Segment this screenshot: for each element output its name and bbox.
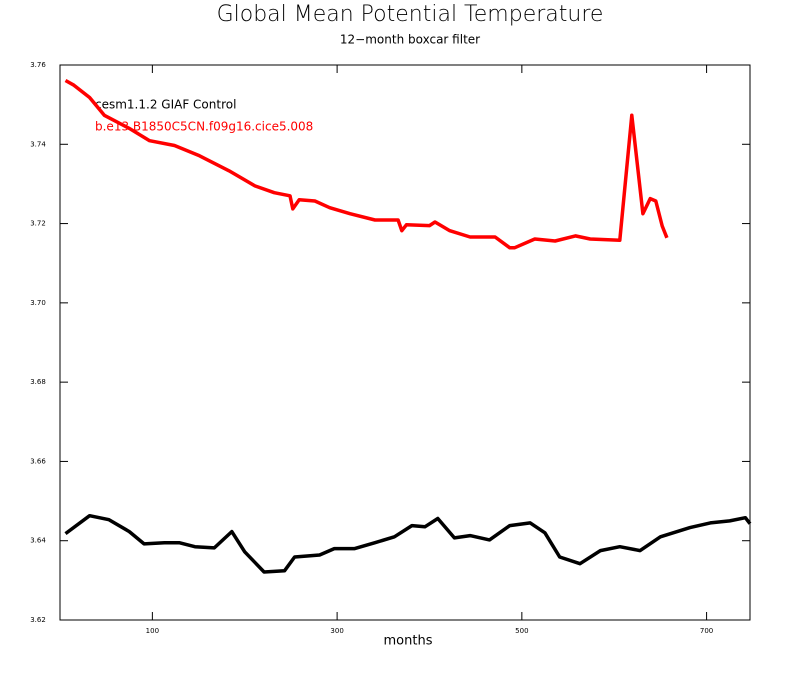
y-tick-label: 3.68 (30, 378, 46, 386)
y-tick-label: 3.66 (30, 457, 46, 465)
y-tick-label: 3.74 (30, 140, 46, 148)
legend-entry: cesm1.1.2 GIAF Control (95, 98, 236, 112)
y-tick-label: 3.76 (30, 61, 46, 69)
plot-frame (59, 64, 751, 621)
chart-subtitle: 12−month boxcar filter (340, 33, 480, 47)
y-tick-label: 3.70 (30, 299, 46, 307)
x-tick-label: 300 (330, 627, 343, 635)
x-tick-label: 100 (146, 627, 159, 635)
y-tick-label: 3.62 (30, 616, 46, 624)
x-tick-label: 500 (515, 627, 528, 635)
chart-title: Global Mean Potential Temperature (217, 2, 604, 27)
x-tick-label: 700 (700, 627, 713, 635)
legend-entry: b.e13.B1850C5CN.f09g16.cice5.008 (95, 120, 313, 134)
data-line (64, 78, 669, 250)
x-axis-label: months (384, 634, 433, 649)
y-tick-label: 3.64 (30, 537, 46, 545)
data-line (64, 513, 752, 574)
y-tick-label: 3.72 (30, 220, 46, 228)
